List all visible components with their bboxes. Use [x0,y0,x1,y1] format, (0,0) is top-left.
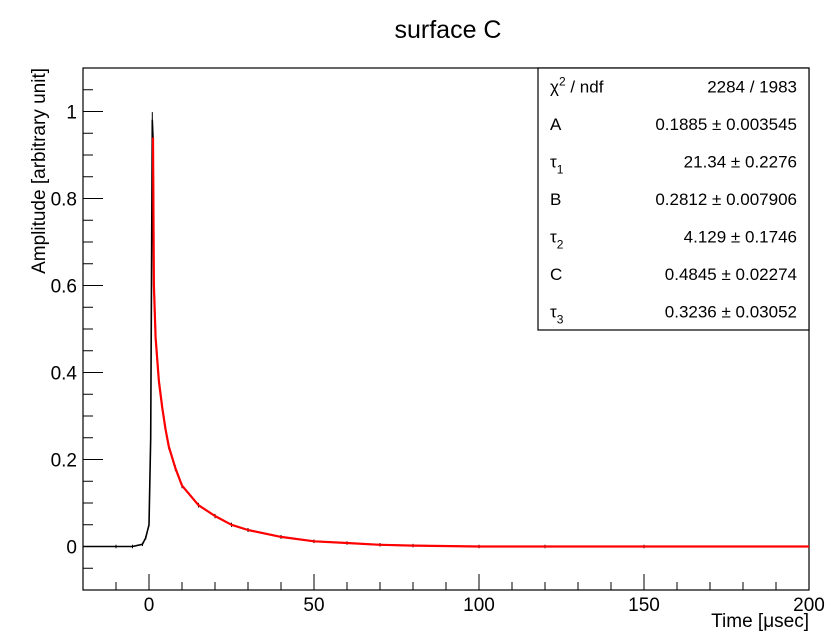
stats-param-label: τ1 [550,153,564,177]
y-tick-label: 0.6 [51,277,77,298]
stats-subscript: 1 [557,163,564,177]
y-tick-label: 0.4 [51,364,78,385]
y-tick-label: 0.2 [51,451,77,472]
stats-param-label: C [550,265,562,284]
stats-param-value: 0.3236 ± 0.03052 [665,302,797,321]
stats-label-rest: / ndf [566,78,604,97]
stats-superscript: 2 [559,75,566,89]
stats-symbol: B [550,190,561,209]
stats-param-value: 4.129 ± 0.1746 [684,227,797,246]
series-layer [82,112,810,549]
stats-frame [537,67,810,331]
stats-param-label: τ3 [550,302,564,326]
stats-subscript: 3 [557,312,564,326]
x-tick-label: 200 [793,595,825,616]
chart-title: surface C [395,16,502,44]
stats-param-value: 21.34 ± 0.2276 [684,153,797,172]
y-tick-label: 1 [66,103,77,124]
axis-ticks: 0 50 100 150 200 0 0.2 0.4 0.6 0.8 1 [51,67,825,616]
y-tick-label: 0.8 [51,190,77,211]
x-tick-label: 0 [144,595,155,616]
stats-param-label: τ2 [550,227,564,251]
x-tick-label: 100 [463,595,495,616]
x-axis-label: Time [μsec] [711,611,809,632]
stats-param-value: 2284 / 1983 [707,78,797,97]
stats-symbol: τ [550,302,557,321]
stats-symbol: C [550,265,562,284]
stats-symbol: τ [550,227,557,246]
y-tick-label: 0 [66,538,77,559]
stats-param-value: 0.4845 ± 0.02274 [665,265,797,284]
stats-param-label: A [550,115,562,134]
stats-param-label: B [550,190,561,209]
fit-curve [151,137,809,548]
stats-param-value: 0.2812 ± 0.007906 [655,190,797,209]
stats-symbol: τ [550,153,557,172]
x-tick-label: 150 [628,595,660,616]
stats-symbol: A [550,115,562,134]
stats-subscript: 2 [557,237,564,251]
stats-param-label: χ2 / ndf [550,75,604,97]
x-tick-label: 50 [303,595,324,616]
stats-param-value: 0.1885 ± 0.003545 [655,115,797,134]
stats-symbol: χ [550,78,559,97]
y-axis-label: Amplitude [arbitrary unit] [29,68,50,274]
